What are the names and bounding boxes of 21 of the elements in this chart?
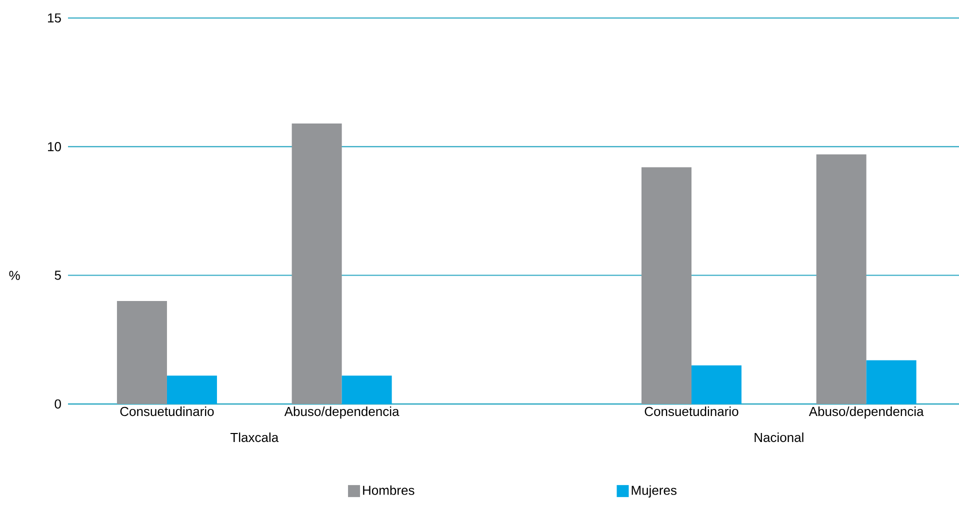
bar [816,154,866,404]
text: Nacional [754,432,804,442]
bar [866,360,916,404]
x-tick-label: Abuso/dependencia [284,406,400,419]
bar [641,167,692,404]
bar [691,365,742,404]
bar [342,376,392,404]
x-tick-label: Consuetudinario [644,406,738,416]
y-axis-title: % [9,270,20,280]
y-tick-label: 10 [48,142,61,152]
legend-label: Hombres [363,485,414,495]
text: Tlaxcala [230,432,279,442]
y-tick-label: 5 [54,270,61,280]
y-tick-label: 15 [48,13,61,23]
x-tick-label: Consuetudinario [120,406,214,416]
bar [116,301,167,404]
bar [292,123,342,404]
y-tick-label: 0 [54,399,61,409]
x-tick-label: Abuso/dependencia [808,406,924,419]
bar [166,376,217,404]
legend-label: Mujeres [632,485,677,498]
